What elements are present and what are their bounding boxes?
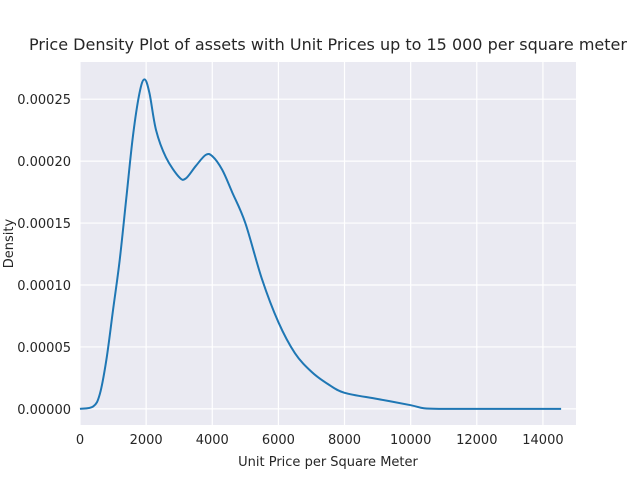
chart-title: Price Density Plot of assets with Unit P… <box>29 35 627 54</box>
y-axis-label: Density <box>2 218 17 268</box>
x-tick-label: 12000 <box>456 433 497 448</box>
x-tick-label: 14000 <box>522 433 563 448</box>
x-tick-label: 2000 <box>130 433 163 448</box>
x-tick-label: 10000 <box>390 433 431 448</box>
x-tick-label: 6000 <box>262 433 295 448</box>
y-tick-label: 0.00015 <box>17 217 71 232</box>
y-axis-ticks: 0.00000 0.00005 0.00010 0.00015 0.00020 0.000… <box>17 93 71 418</box>
y-tick-label: 0.00005 <box>17 341 71 356</box>
x-axis-label: Unit Price per Square Meter <box>238 455 418 470</box>
x-axis-ticks: 0 2000 4000 6000 8000 10000 12000 14000 <box>76 433 564 448</box>
x-tick-label: 8000 <box>328 433 361 448</box>
y-tick-label: 0.00010 <box>17 279 71 294</box>
grid <box>79 62 576 425</box>
series-group <box>79 78 562 410</box>
y-tick-label: 0.00020 <box>17 155 71 170</box>
x-tick-label: 0 <box>76 433 84 448</box>
y-tick-label: 0.00025 <box>17 93 71 108</box>
x-tick-label: 4000 <box>196 433 229 448</box>
plot-area <box>80 62 576 425</box>
density-line <box>79 78 562 410</box>
y-tick-label: 0.00000 <box>17 403 71 418</box>
